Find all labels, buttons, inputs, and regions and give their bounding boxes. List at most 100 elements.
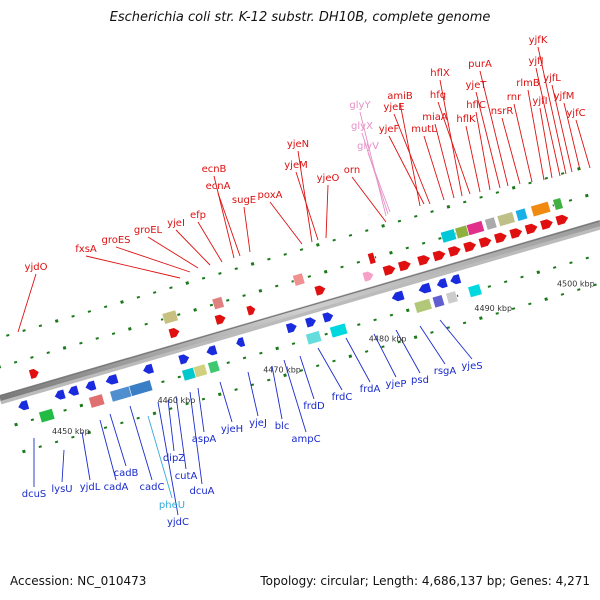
upper-strand-gene <box>447 246 461 257</box>
gene-arrow <box>398 260 411 272</box>
tick-mark <box>373 318 377 322</box>
gene-arrow <box>214 314 226 325</box>
lower-strand-gene <box>285 322 297 334</box>
tick-mark <box>332 359 336 363</box>
tick-mark <box>127 327 132 331</box>
tick-mark <box>528 181 532 185</box>
tick-mark <box>201 397 206 401</box>
gene-arrow <box>509 228 523 239</box>
upper-strand-gene <box>398 260 411 272</box>
tick-mark <box>364 350 369 353</box>
tick-mark <box>201 276 206 280</box>
leader-line <box>85 255 181 279</box>
tick-mark <box>234 388 238 391</box>
tick-mark <box>520 275 524 279</box>
gene-arrow <box>285 322 297 334</box>
tick-mark <box>169 407 173 410</box>
tick-mark <box>242 294 246 297</box>
tick-mark <box>209 303 214 307</box>
tick-mark <box>495 191 500 194</box>
tick-mark <box>30 356 34 359</box>
leader-line <box>81 431 91 481</box>
tick-mark <box>413 335 418 340</box>
gene-label-rnr: rnr <box>507 92 522 103</box>
leader-line <box>539 107 553 179</box>
tick-mark <box>38 324 43 328</box>
tick-mark <box>511 307 516 311</box>
leader-line <box>437 101 471 195</box>
tick-mark <box>577 288 581 291</box>
gene-label-yjeJ: yjeJ <box>249 418 267 429</box>
tick-mark <box>544 176 549 180</box>
gene-arrow <box>68 385 80 396</box>
lower-strand-gene <box>18 400 30 411</box>
lower-strand-gene <box>105 374 119 385</box>
gene-arrow <box>18 400 30 411</box>
tick-mark <box>22 329 26 332</box>
leader-line <box>501 117 521 185</box>
gene-label-yjeO: yjeO <box>317 173 340 184</box>
gene-label-glyV: glyV <box>357 141 379 152</box>
scale-label: 4490 kbp <box>474 304 512 313</box>
tick-mark <box>177 313 181 316</box>
leader-line <box>109 413 127 467</box>
tick-mark <box>6 333 10 337</box>
tick-mark <box>250 262 255 266</box>
gene-label-yjdO: yjdO <box>25 262 48 273</box>
tick-mark <box>389 250 393 255</box>
upper-strand-block <box>530 200 552 218</box>
upper-strand-block <box>366 251 377 265</box>
gene-label-amiB: amiB <box>387 91 413 102</box>
tick-mark <box>315 243 320 247</box>
leader-line <box>479 70 509 187</box>
scale-label: 4450 kbp <box>52 427 90 436</box>
tick-mark <box>95 337 99 340</box>
gene-label-groES: groES <box>101 235 130 246</box>
upper-strand-gene <box>168 328 180 339</box>
tick-mark <box>185 402 189 406</box>
gene-label-yjdC: yjdC <box>167 517 189 528</box>
gene-arrow <box>236 337 246 347</box>
leader-line <box>317 347 343 391</box>
gene-arrow <box>418 282 432 294</box>
tick-mark <box>161 380 165 384</box>
gene-label-yjeT: yjeT <box>466 80 488 91</box>
gene-label-dcuS: dcuS <box>22 489 47 500</box>
gene-arrow <box>54 389 66 400</box>
leader-line <box>551 84 573 173</box>
tick-mark <box>503 280 508 284</box>
gene-box <box>292 272 306 287</box>
upper-strand-gene <box>314 285 326 296</box>
gene-label-aspA: aspA <box>192 434 217 445</box>
tick-mark <box>0 365 2 369</box>
upper-strand-gene <box>382 265 396 276</box>
gene-box <box>552 197 564 211</box>
tick-mark <box>79 341 83 345</box>
tick-mark <box>414 214 418 218</box>
upper-strand-block <box>465 220 486 236</box>
leader-line <box>197 221 223 263</box>
gene-box <box>467 283 483 299</box>
gene-label-hflC: hflC <box>466 100 486 111</box>
gene-arrow <box>432 250 446 262</box>
gene-arrow <box>246 305 256 316</box>
tick-mark <box>120 300 124 304</box>
upper-strand-block <box>211 296 225 311</box>
leader-line <box>283 359 307 433</box>
gene-label-hflK: hflK <box>456 114 476 125</box>
tick-mark <box>462 321 467 325</box>
tick-mark <box>299 248 304 252</box>
tick-mark <box>13 360 18 364</box>
tick-mark <box>217 392 222 397</box>
gene-arrow <box>178 354 190 365</box>
gene-box <box>88 393 106 409</box>
tick-mark <box>152 411 157 416</box>
upper-strand-block <box>552 197 564 211</box>
gene-arrow <box>168 328 180 339</box>
gene-label-hfq: hfq <box>430 90 446 101</box>
gene-arrow <box>478 237 492 248</box>
tick-mark <box>79 403 84 408</box>
leader-line <box>527 89 545 181</box>
leader-line <box>373 333 397 378</box>
